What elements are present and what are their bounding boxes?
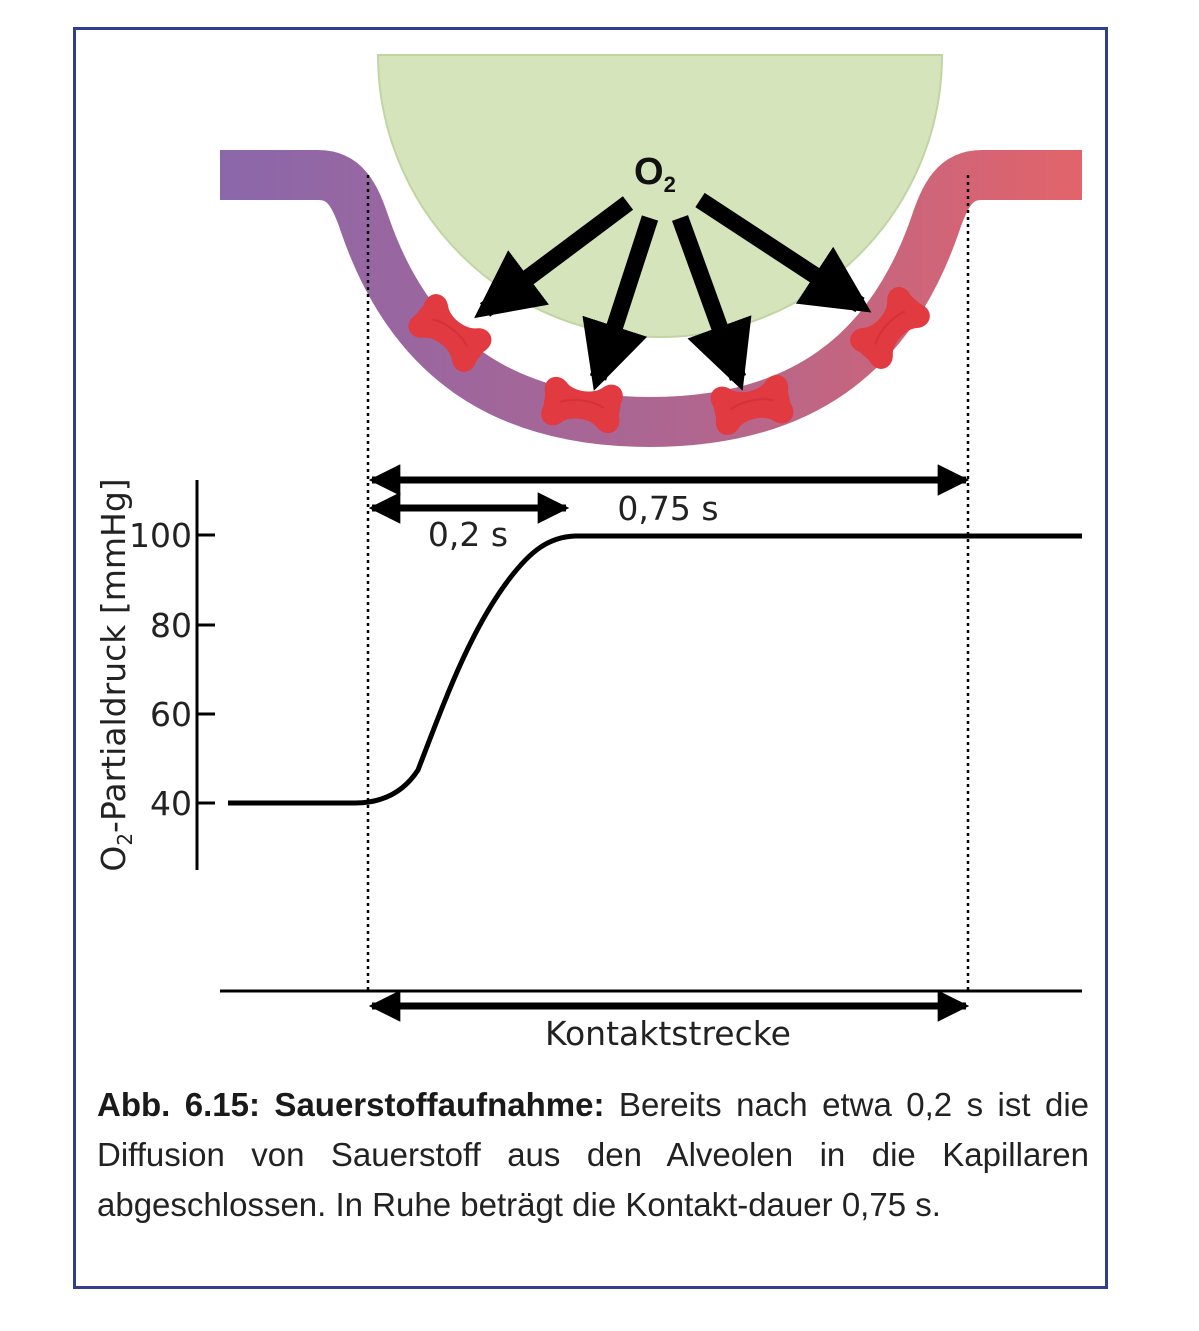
- y-tick-label: 60: [150, 695, 192, 734]
- figure-frame: [73, 27, 1108, 1289]
- y-axis-title: O2-Partialdruck [mmHg]: [94, 478, 137, 871]
- capillary: [220, 150, 1082, 448]
- partial-pressure-curve: [228, 533, 1082, 806]
- caption-text: Bereits nach etwa 0,2 s ist die Diffusio…: [97, 1086, 1090, 1223]
- caption-title: Abb. 6.15: Sauerstoffaufnahme:: [97, 1086, 605, 1123]
- y-tick-label: 100: [129, 516, 192, 555]
- y-tick-label: 80: [150, 606, 192, 645]
- duration-075-label: 0,75 s: [617, 489, 718, 528]
- y-tick-label: 40: [150, 784, 192, 823]
- diffusion-arrows: [474, 192, 872, 391]
- figure-caption: Abb. 6.15: Sauerstoffaufnahme: Bereits n…: [97, 1080, 1089, 1230]
- o2-label: O2: [634, 151, 676, 197]
- duration-02-label: 0,2 s: [428, 515, 508, 554]
- contact-distance-label: Kontaktstrecke: [545, 1014, 791, 1053]
- y-ticks: [197, 533, 215, 805]
